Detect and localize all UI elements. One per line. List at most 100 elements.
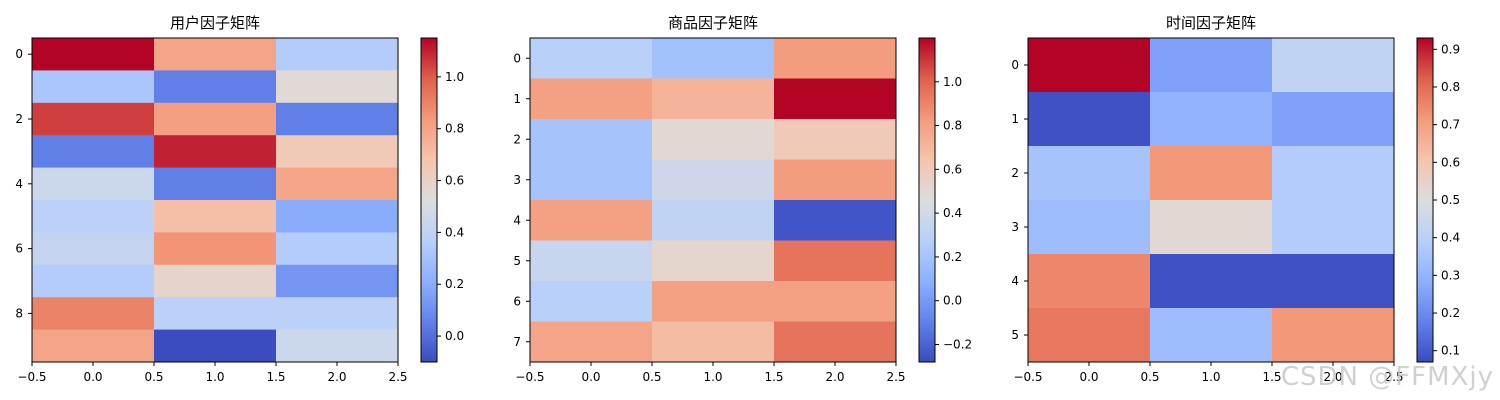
x-tick-label: 1.0: [703, 370, 722, 384]
heatmap-cell-r2-c2: [276, 102, 399, 136]
heatmap-cell-r1-c0: [530, 78, 653, 120]
heatmap-cell-r8-c0: [32, 297, 155, 331]
heatmap-cell-r7-c2: [774, 321, 897, 363]
x-tick-label: 1.5: [266, 370, 285, 384]
heatmap-cell-r0-c2: [276, 38, 399, 71]
heatmap-cell-r3-c2: [276, 135, 399, 169]
heatmap-cell-r0-c1: [1150, 38, 1273, 93]
heatmap-cell-r5-c0: [1028, 308, 1151, 363]
heatmap-cell-r0-c0: [530, 38, 653, 79]
heatmap-cell-r1-c0: [32, 70, 155, 104]
heatmap-cell-r8-c1: [154, 297, 277, 331]
x-tick-label: 0.0: [581, 370, 600, 384]
colorbar-tick-label: 1.0: [445, 70, 464, 84]
colorbar: [918, 37, 936, 363]
heatmap-cell-r2-c0: [530, 119, 653, 160]
heatmap-cell-r0-c2: [774, 38, 897, 79]
x-tick-label: 2.0: [1323, 370, 1342, 384]
colorbar-tick-label: 0.3: [1441, 268, 1460, 282]
heatmap-cell-r3-c1: [652, 159, 775, 201]
y-tick-label: 0: [1011, 58, 1019, 72]
heatmap-cell-r5-c0: [32, 200, 155, 233]
colorbar-tick-label: 0.0: [445, 329, 464, 343]
colorbar-tick-label: 0.4: [1441, 231, 1460, 245]
heatmap-cell-r2-c0: [32, 102, 155, 136]
y-tick-label: 6: [15, 242, 23, 256]
heatmap-cell-r0-c0: [32, 38, 155, 71]
y-tick-label: 2: [513, 132, 521, 146]
heatmap-cell-r4-c0: [530, 200, 653, 241]
colorbar-tick-label: 0.6: [1441, 155, 1460, 169]
heatmap-cell-r3-c1: [154, 135, 277, 169]
heatmap-cell-r4-c2: [774, 200, 897, 241]
x-tick-label: −0.5: [17, 370, 46, 384]
heatmap-cell-r4-c1: [1150, 254, 1273, 309]
heatmap-cell-r5-c2: [276, 200, 399, 233]
y-tick-label: 3: [513, 173, 521, 187]
colorbar-tick-label: 0.5: [1441, 193, 1460, 207]
y-tick-label: 7: [513, 335, 521, 349]
heatmap-cell-r4-c1: [652, 200, 775, 241]
colorbar: [1416, 37, 1434, 363]
heatmap-panel-3: 时间因子矩阵 −0.5 0.0 0.5 1.0 1.5 2.0 2.5 0 1 2 3 4 5 0.1 0.2…: [1011, 14, 1460, 384]
heatmap-cell-r4-c2: [1272, 254, 1395, 309]
x-tick-label: 0.0: [1079, 370, 1098, 384]
y-tick-label: 5: [1011, 328, 1019, 342]
heatmap-cell-r5-c2: [1272, 308, 1395, 363]
heatmap-cell-r2-c2: [774, 119, 897, 160]
colorbar-tick-label: 1.0: [943, 75, 962, 89]
heatmap-cell-r4-c0: [1028, 254, 1151, 309]
colorbar: [420, 37, 438, 363]
y-tick-label: 4: [513, 213, 521, 227]
colorbar-tick-label: 0.8: [1441, 80, 1460, 94]
x-tick-label: 0.0: [83, 370, 102, 384]
x-tick-label: 2.0: [327, 370, 346, 384]
colorbar-tick-label: 0.0: [943, 294, 962, 308]
colorbar-tick-label: 0.1: [1441, 344, 1460, 358]
x-tick-label: −0.5: [1013, 370, 1042, 384]
y-tick-label: 2: [1011, 166, 1019, 180]
x-tick-label: 0.5: [642, 370, 661, 384]
heatmap-cell-r6-c0: [530, 281, 653, 322]
heatmap-cell-r8-c2: [276, 297, 399, 331]
colorbar-tick-label: 0.2: [943, 250, 962, 264]
colorbar-tick-label: 0.2: [1441, 306, 1460, 320]
colorbar-tick-label: 0.8: [943, 119, 962, 133]
y-tick-label: 5: [513, 254, 521, 268]
heatmap-cell-r1-c1: [1150, 92, 1273, 147]
y-tick-label: 1: [513, 92, 521, 106]
heatmap-cell-r6-c1: [154, 232, 277, 266]
heatmap-cell-r9-c0: [32, 329, 155, 363]
heatmap-cell-r7-c1: [154, 264, 277, 298]
heatmap-cell-r9-c1: [154, 329, 277, 363]
heatmap-cell-r1-c1: [652, 78, 775, 120]
heatmap-cell-r5-c2: [774, 240, 897, 282]
heatmap-cell-r4-c1: [154, 167, 277, 201]
colorbar-tick-label: 0.9: [1441, 42, 1460, 56]
heatmap-cell-r5-c1: [652, 240, 775, 282]
heatmap-cell-r5-c1: [1150, 308, 1273, 363]
heatmap-cell-r1-c1: [154, 70, 277, 104]
colorbar-tick-label: −0.2: [943, 337, 972, 351]
chart-title: 用户因子矩阵: [170, 14, 260, 32]
y-tick-label: 8: [15, 306, 23, 320]
colorbar-tick-label: 0.8: [445, 122, 464, 136]
x-tick-label: 1.0: [1201, 370, 1220, 384]
y-tick-label: 0: [513, 51, 521, 65]
heatmap-cell-r9-c2: [276, 329, 399, 363]
heatmap-cell-r1-c2: [276, 70, 399, 104]
x-tick-label: 0.5: [144, 370, 163, 384]
colorbar-tick-label: 0.4: [943, 206, 962, 220]
colorbar-tick-label: 0.6: [943, 162, 962, 176]
heatmap-cell-r1-c2: [774, 78, 897, 120]
colorbar-tick-label: 0.2: [445, 277, 464, 291]
x-tick-label: 1.5: [1262, 370, 1281, 384]
chart-title: 时间因子矩阵: [1166, 14, 1256, 32]
heatmap-cell-r5-c1: [154, 200, 277, 233]
y-tick-label: 4: [1011, 274, 1019, 288]
heatmap-cell-r7-c0: [530, 321, 653, 363]
y-tick-label: 3: [1011, 220, 1019, 234]
x-tick-label: 2.5: [1384, 370, 1403, 384]
heatmap-cell-r6-c0: [32, 232, 155, 266]
